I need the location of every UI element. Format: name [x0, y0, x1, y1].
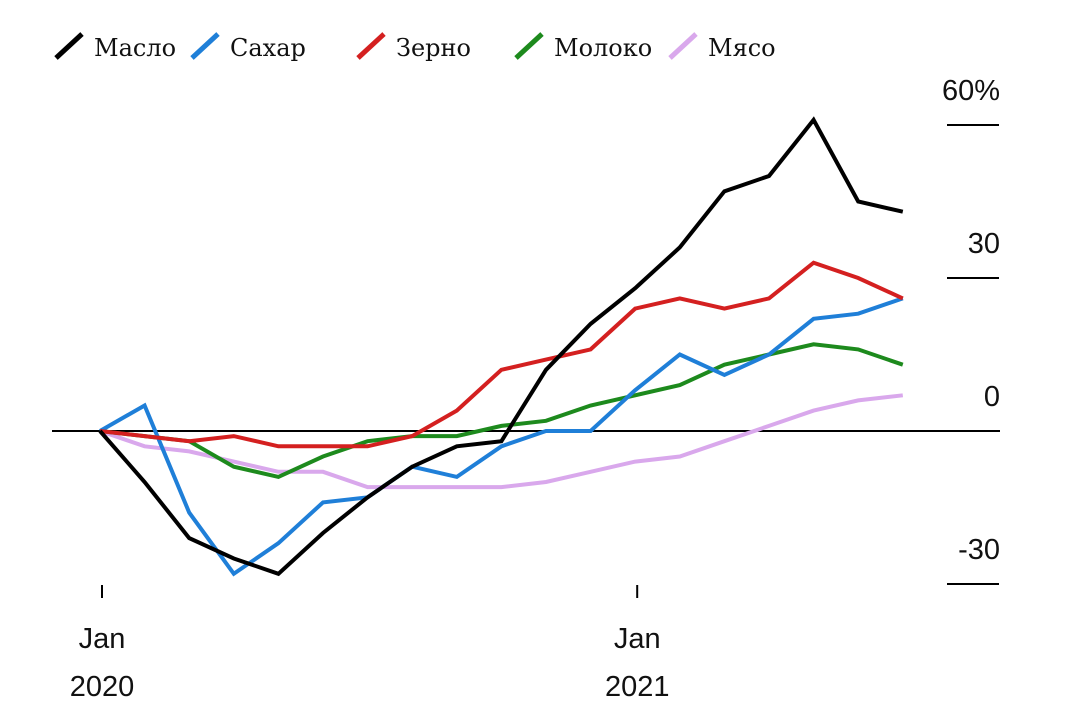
legend-item: Сахар — [190, 32, 306, 62]
plot-area — [52, 116, 1000, 577]
y-axis: 60% 30 0 -30 — [942, 75, 1000, 585]
legend-item: Молоко — [514, 32, 652, 62]
series-line-2 — [99, 260, 904, 449]
x-tick-year-label: 2020 — [70, 671, 135, 703]
y-tick-label: 60% — [942, 75, 1000, 107]
legend-item: Масло — [54, 32, 176, 62]
legend-swatch — [356, 32, 386, 60]
legend-label: Мясо — [708, 34, 776, 62]
legend-swatch — [668, 32, 698, 60]
legend-swatch — [190, 32, 220, 60]
legend-label: Молоко — [554, 34, 652, 62]
y-tick-label: -30 — [958, 534, 1000, 566]
legend: Масло Сахар Зерно Молоко Мясо — [54, 32, 776, 62]
y-tick-label: 30 — [968, 228, 1000, 260]
legend-item: Мясо — [668, 32, 776, 62]
series-line-4 — [99, 393, 904, 490]
legend-label: Масло — [94, 34, 176, 62]
x-tick-month-label: Jan — [79, 623, 126, 655]
legend-label: Зерно — [396, 34, 471, 62]
x-tick-year-label: 2021 — [605, 671, 670, 703]
legend-label: Сахар — [230, 34, 306, 62]
x-tick-month-label: Jan — [614, 623, 661, 655]
y-tick-label: 0 — [984, 381, 1000, 413]
legend-item: Зерно — [356, 32, 471, 62]
legend-swatch — [514, 32, 544, 60]
series-line-3 — [99, 342, 904, 480]
legend-swatch — [54, 32, 84, 60]
series-line-1 — [99, 296, 904, 577]
series-line-0 — [98, 116, 904, 577]
x-axis: Jan 2020 Jan 2021 — [70, 585, 670, 703]
